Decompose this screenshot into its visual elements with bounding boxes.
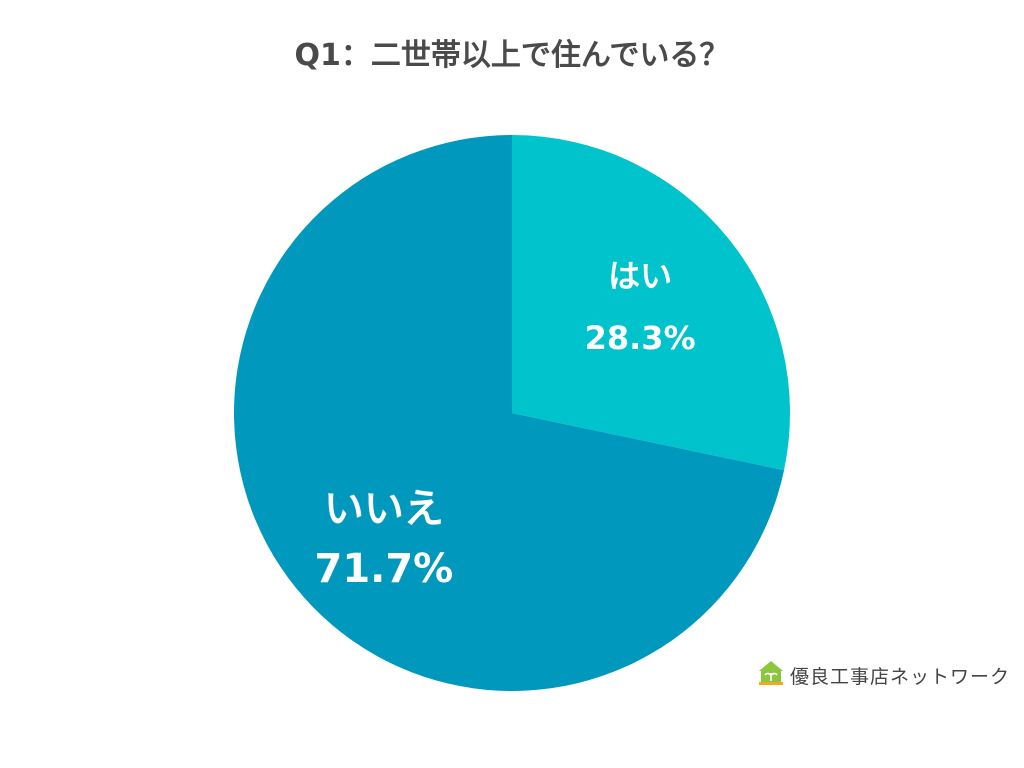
logo-text: 優良工事店ネットワーク xyxy=(790,665,1011,688)
pie-slice-0 xyxy=(512,135,790,471)
slice-label: いいえ xyxy=(324,486,444,532)
house-sprout-icon xyxy=(759,661,783,685)
slice-value-label: 28.3% xyxy=(585,319,696,357)
slice-label: はい xyxy=(608,257,672,295)
logo: 優良工事店ネットワーク xyxy=(758,660,1010,690)
chart-title: Q1：二世帯以上で住んでいる？ xyxy=(294,38,730,73)
slice-value-label: 71.7% xyxy=(314,546,453,592)
pie-slice-1 xyxy=(233,135,785,691)
